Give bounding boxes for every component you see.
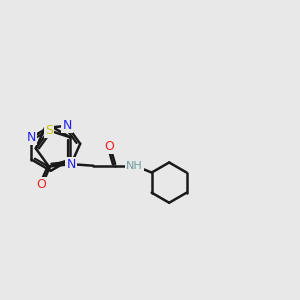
Text: S: S bbox=[45, 124, 53, 137]
Text: O: O bbox=[36, 178, 46, 190]
Text: N: N bbox=[27, 131, 36, 144]
Text: NH: NH bbox=[126, 161, 143, 171]
Text: N: N bbox=[66, 158, 76, 171]
Text: N: N bbox=[62, 119, 72, 132]
Text: O: O bbox=[104, 140, 114, 153]
